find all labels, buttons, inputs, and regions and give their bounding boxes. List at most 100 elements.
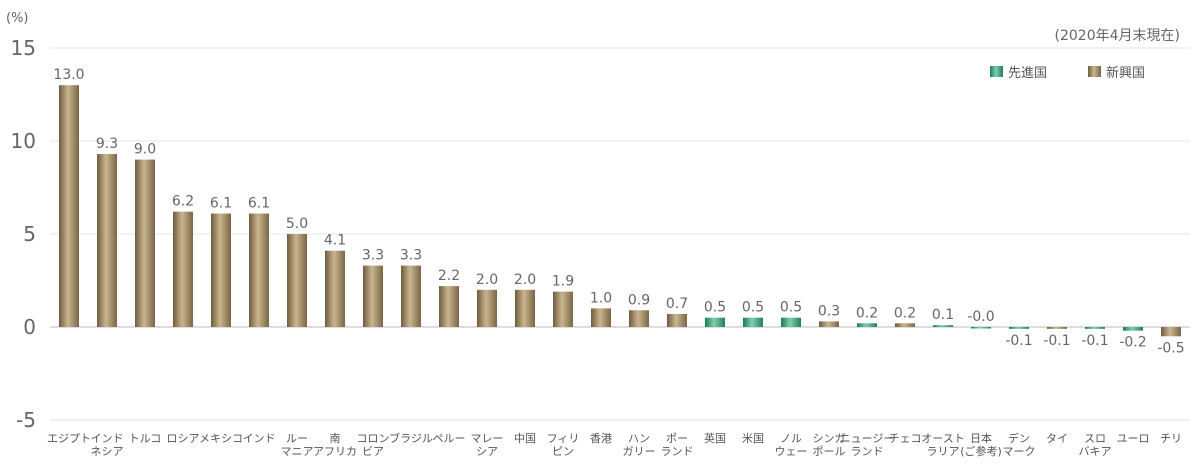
category-label-line: ラリア: [927, 445, 960, 458]
bar: [1085, 327, 1105, 329]
y-axis-unit: (%): [6, 11, 29, 26]
category-label: ポーランド: [661, 432, 694, 458]
category-label-line: バキア: [1079, 445, 1112, 458]
category-label-line: シア: [476, 445, 498, 458]
category-label: ハンガリー: [623, 432, 656, 458]
y-tick-label: 10: [11, 129, 36, 153]
category-label: シンガポール: [813, 432, 846, 458]
value-label: 3.3: [400, 248, 422, 264]
category-label-line: 米国: [742, 432, 764, 445]
category-label-line: コロン: [357, 432, 390, 445]
category-label-line: ポー: [666, 432, 688, 445]
category-label: オーストラリア: [921, 432, 964, 458]
bar: [705, 317, 725, 327]
category-label: チェコ: [889, 432, 922, 445]
category-label-line: マーク: [1003, 445, 1036, 458]
category-label-line: ランド: [851, 445, 884, 458]
y-tick-label: 0: [23, 315, 36, 339]
value-label: 0.2: [856, 305, 878, 321]
value-label: 9.3: [96, 136, 118, 152]
bar: [135, 159, 155, 327]
bar: [173, 211, 193, 327]
legend-label-emerging: 新興国: [1106, 65, 1145, 81]
category-label-line: メキシコ: [199, 432, 243, 445]
bar: [933, 325, 953, 327]
category-label: 米国: [742, 432, 764, 445]
value-label: 2.0: [476, 272, 498, 288]
category-label-line: 香港: [590, 432, 612, 445]
category-label-line: (ご参考): [960, 444, 1002, 458]
bar: [819, 321, 839, 327]
category-label-line: ニュージー: [840, 432, 895, 445]
category-label-line: 日本: [970, 431, 992, 445]
bar: [439, 286, 459, 327]
category-label: フィリピン: [547, 432, 580, 458]
value-label: -0.1: [1081, 333, 1108, 349]
bar: [325, 250, 345, 327]
category-label-line: 中国: [514, 432, 536, 445]
category-label: 中国: [514, 432, 536, 445]
category-label-line: ビア: [362, 445, 384, 458]
bar: [477, 289, 497, 327]
value-label: 3.3: [362, 248, 384, 264]
value-label: -0.5: [1157, 340, 1184, 356]
y-tick-label: -5: [16, 408, 36, 432]
bar: [895, 323, 915, 327]
bar: [211, 213, 231, 327]
category-label-line: トルコ: [129, 432, 162, 445]
bar: [1009, 327, 1029, 329]
value-label: -0.0: [967, 309, 994, 325]
legend-swatch-developed: [990, 66, 1003, 77]
category-label: ペルー: [433, 432, 466, 445]
bar: [97, 154, 117, 327]
bar: [363, 265, 383, 327]
value-label: 0.5: [742, 300, 764, 316]
category-label-line: ガリー: [623, 445, 656, 458]
legend-label-developed: 先進国: [1008, 66, 1047, 81]
category-label-line: 英国: [704, 431, 726, 445]
value-label: 2.2: [438, 268, 460, 284]
bar: [971, 327, 991, 329]
category-label-line: インド: [91, 432, 124, 445]
category-label: デンマーク: [1003, 431, 1036, 458]
category-label-line: ポール: [813, 445, 846, 458]
category-label-line: チリ: [1160, 432, 1182, 445]
category-label: インド: [243, 432, 276, 445]
value-label: 4.1: [324, 233, 346, 249]
bar: [781, 317, 801, 327]
bar: [743, 317, 763, 327]
bar: [553, 291, 573, 327]
value-label: -0.1: [1043, 333, 1070, 349]
category-label-line: ユーロ: [1117, 432, 1150, 445]
category-label-line: ハン: [628, 432, 650, 445]
category-label-line: ロシア: [167, 432, 200, 445]
value-label: 0.2: [894, 305, 916, 321]
value-label: -0.2: [1119, 335, 1146, 351]
value-label: 0.5: [704, 300, 726, 316]
category-label-line: デン: [1008, 431, 1030, 445]
value-label: 1.0: [590, 290, 612, 306]
category-label: 香港: [590, 432, 612, 445]
category-label-line: 南: [330, 432, 341, 445]
category-label: 南アフリカ: [313, 432, 357, 458]
y-tick-label: 5: [23, 222, 36, 246]
category-label-line: チェコ: [889, 432, 922, 445]
value-label: 1.9: [552, 274, 574, 290]
value-label: 0.3: [818, 303, 840, 319]
bar: [249, 213, 269, 327]
category-label-line: マレー: [471, 432, 504, 445]
category-label-line: インド: [243, 432, 276, 445]
category-label: トルコ: [129, 432, 162, 445]
category-label: 日本(ご参考): [960, 431, 1002, 458]
value-label: 0.1: [932, 307, 954, 323]
bar: [629, 310, 649, 327]
category-label-line: オースト: [921, 432, 964, 445]
value-label: -0.1: [1005, 333, 1032, 349]
category-label: ロシア: [167, 432, 200, 445]
value-label: 6.1: [248, 196, 270, 212]
category-label: チリ: [1160, 432, 1182, 445]
category-label-line: ピン: [552, 445, 574, 458]
bar: [287, 234, 307, 327]
